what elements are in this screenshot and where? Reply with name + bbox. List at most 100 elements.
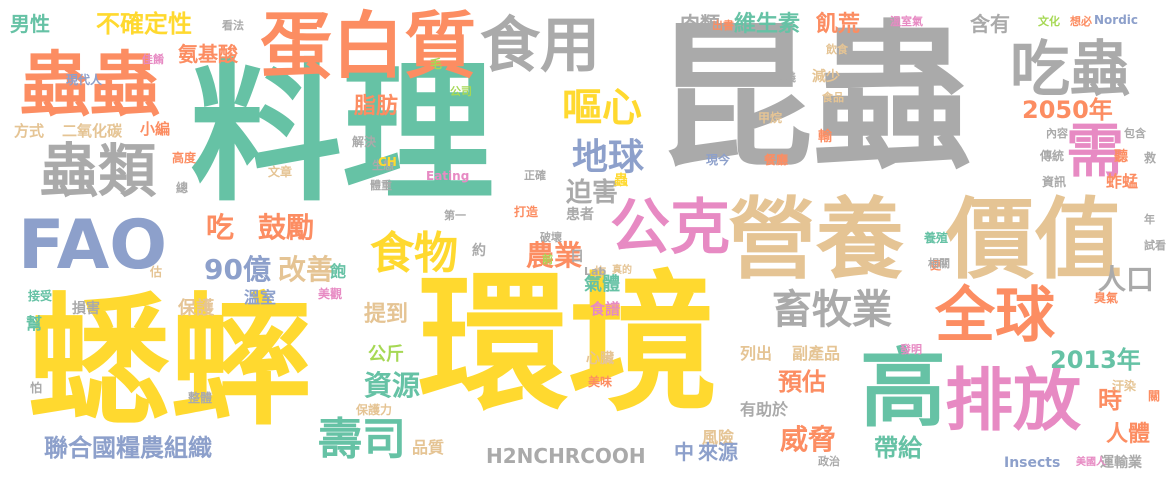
word: 需	[1066, 117, 1125, 185]
word: 美國人	[1076, 457, 1106, 468]
word: Eating	[426, 169, 470, 183]
word: 全球	[935, 281, 1055, 351]
word: 不確定性	[96, 10, 192, 38]
word: 營養	[728, 188, 905, 291]
word: 心臟	[586, 351, 614, 367]
word: 出書	[712, 19, 734, 32]
word: 看法	[222, 19, 244, 32]
word: 嘔心	[562, 85, 642, 131]
word: 文化	[1038, 15, 1060, 28]
word: 男性	[10, 12, 50, 36]
word: 整體	[188, 391, 213, 405]
word: 想必	[1070, 15, 1092, 28]
word: 前	[542, 253, 553, 266]
word: 蛋白質	[260, 4, 477, 88]
word: 蟲	[614, 173, 628, 189]
word: 體重	[370, 179, 392, 192]
word: 品質	[412, 438, 445, 457]
word: 改善	[278, 253, 335, 286]
word: 預估	[778, 368, 826, 396]
word: 餐廳	[764, 153, 789, 167]
word: 2050年	[1022, 96, 1113, 124]
word: Nordic	[1094, 13, 1139, 27]
word: 食譜	[590, 300, 621, 318]
word: 2013年	[1050, 346, 1141, 374]
word: 生態	[372, 159, 394, 172]
word: 第一	[444, 209, 466, 222]
word: 真的	[612, 265, 632, 276]
word: 人體	[1106, 422, 1151, 447]
word: CH	[378, 155, 397, 169]
word: 患者	[566, 207, 594, 223]
word: 政治	[818, 455, 840, 468]
word: 時	[1098, 386, 1122, 414]
word: 公司	[450, 85, 472, 98]
word: 接受	[28, 289, 53, 303]
word: 價值	[946, 188, 1123, 291]
word: 氣體	[584, 274, 620, 295]
word: 聯合國糧農組織	[44, 434, 212, 462]
word: FAO	[18, 206, 168, 285]
word: 汙染	[1112, 379, 1137, 393]
word: 試看	[1144, 239, 1166, 252]
word: 蚱蜢	[1106, 172, 1139, 191]
word: 壽司	[318, 414, 406, 465]
word: 地球	[572, 137, 645, 178]
word: 約	[472, 243, 486, 259]
word: 毛	[430, 57, 443, 71]
word: 脂肪	[354, 94, 399, 119]
word: 農業	[526, 239, 583, 272]
word: 公斤	[368, 344, 404, 365]
word: 高度	[172, 151, 197, 165]
word: 資訊	[1042, 175, 1067, 189]
word: 畜牧業	[772, 287, 892, 333]
word: 現今	[706, 153, 731, 167]
word: 飽	[330, 262, 347, 281]
word: Lab	[584, 265, 607, 278]
word: 食品	[822, 91, 844, 104]
word: 食物	[370, 228, 458, 279]
word: 打造	[514, 205, 539, 219]
word: 風險	[702, 428, 735, 447]
word: 環境	[418, 258, 719, 432]
word: 解決	[352, 135, 377, 149]
word: 小編	[140, 120, 171, 138]
word: 內容	[1046, 127, 1068, 140]
word: 發明	[900, 343, 922, 356]
word: 氨基酸	[178, 42, 238, 66]
word: 總	[176, 181, 189, 195]
word: 救	[1144, 151, 1157, 165]
word: 正確	[524, 169, 546, 182]
word: 列出	[740, 344, 773, 363]
word: 方式	[14, 122, 45, 140]
word: Insects	[1004, 455, 1061, 471]
word: 幫	[26, 314, 43, 333]
word: 吃蟲	[1010, 35, 1130, 105]
word: 美味	[588, 375, 613, 389]
word: 吃	[206, 211, 235, 244]
word: 來源	[698, 440, 738, 464]
word: 含有	[970, 12, 1010, 36]
word: 怕	[30, 381, 43, 395]
word: 意義	[774, 71, 796, 84]
word: 損害	[72, 301, 100, 317]
word: 提到	[364, 302, 409, 327]
word: 中	[674, 440, 694, 464]
word: 年	[1144, 213, 1155, 226]
word: 更	[930, 259, 941, 272]
word: 料理	[190, 45, 494, 222]
word: 甲烷	[758, 111, 783, 125]
word: 估	[150, 265, 163, 279]
word: 飲食	[826, 43, 848, 56]
word: 蟲蟲	[20, 44, 160, 126]
word: 維生素	[734, 12, 801, 37]
word: 輸	[818, 129, 832, 145]
word: 肉類	[680, 12, 720, 36]
word: 傳統	[1040, 149, 1065, 163]
word: 包含	[1124, 127, 1146, 140]
word: 文章	[268, 165, 293, 179]
word: 90億	[204, 253, 271, 286]
word: 運輸業	[1100, 455, 1142, 471]
word: 日	[570, 249, 584, 265]
